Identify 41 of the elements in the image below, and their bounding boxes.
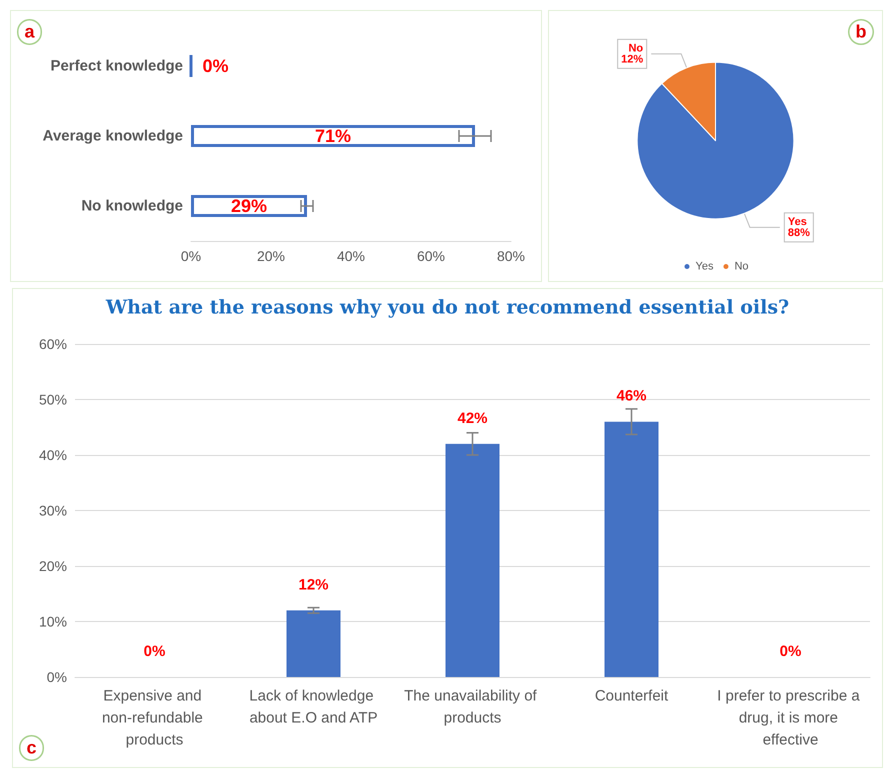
data-label: 0% — [780, 643, 802, 660]
data-label: Yes 88% — [788, 216, 810, 239]
data-label: 29% — [230, 196, 268, 216]
data-label: 71% — [314, 126, 352, 146]
x-tick-label: 40% — [336, 248, 366, 264]
text: a — [24, 22, 36, 42]
x-tick-label: 20% — [256, 248, 286, 264]
data-label: 46% — [616, 388, 647, 405]
chart-title: What are the reasons why you do not recommend essential oils? — [104, 296, 790, 318]
data-label: 0% — [202, 56, 229, 76]
y-tick-label: No knowledge — [81, 198, 183, 214]
legend-label: Yes — [695, 260, 714, 272]
x-tick-label: I prefer to prescribe a drug, it is more effective — [717, 688, 864, 748]
y-tick-label: 30% — [38, 502, 67, 518]
data-label: 0% — [144, 643, 166, 660]
y-tick-label: Average knowledge — [42, 128, 183, 144]
y-tick-label: 60% — [38, 336, 67, 352]
data-label: 12% — [298, 576, 329, 594]
bar — [446, 444, 500, 677]
bar — [191, 125, 475, 147]
y-tick-label: 50% — [38, 392, 67, 408]
bar — [604, 422, 658, 677]
x-tick-label: Counterfeit — [594, 688, 670, 704]
x-tick-label: 60% — [416, 248, 446, 264]
y-tick-label: 40% — [38, 447, 67, 463]
legend-label: No — [734, 260, 749, 272]
x-tick-label: 80% — [496, 248, 526, 264]
x-tick-label: 0% — [180, 248, 202, 264]
x-tick-label: The unavailability of products — [404, 688, 541, 726]
text: c — [26, 738, 37, 758]
x-tick-label: Lack of knowledge about E.O and ATP — [249, 688, 378, 726]
bar — [191, 195, 307, 217]
bar — [286, 610, 340, 677]
data-label: No 12% — [621, 42, 644, 66]
y-tick-label: 0% — [46, 669, 67, 685]
y-tick-label: 10% — [38, 614, 67, 630]
y-tick-label: 20% — [38, 558, 67, 574]
y-tick-label: Perfect knowledge — [50, 58, 183, 74]
text: b — [856, 22, 867, 42]
data-label: 42% — [457, 410, 488, 427]
x-tick-label: Expensive and non-refundable products — [102, 688, 208, 748]
